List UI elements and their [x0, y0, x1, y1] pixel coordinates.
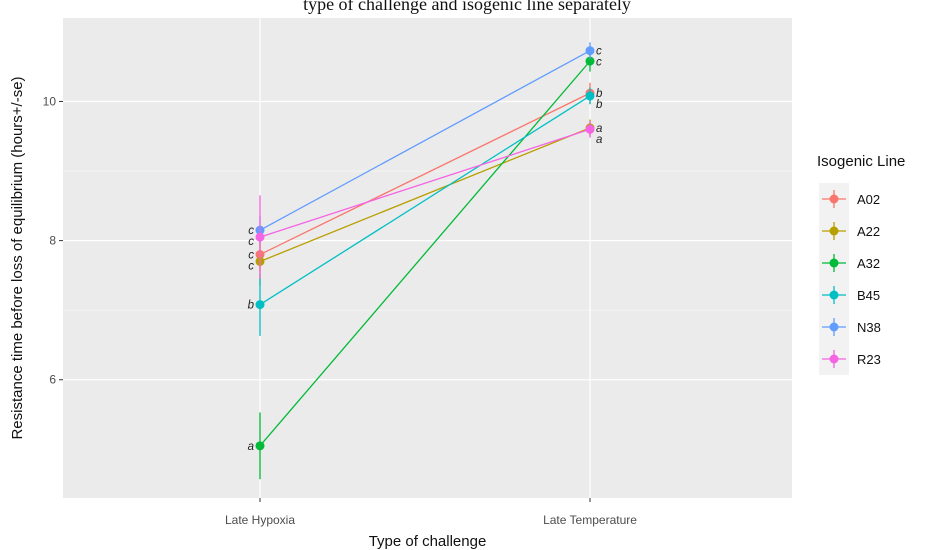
y-axis-title: Resistance time before loss of equilibri… [9, 76, 26, 439]
legend-item-A32: A32 [822, 254, 880, 272]
legend-label: A02 [857, 192, 880, 207]
series-line [259, 92, 591, 256]
x-tick-label: Late Hypoxia [225, 513, 295, 527]
x-axis-title: Type of challenge [369, 533, 487, 550]
legend-key-point [829, 322, 839, 332]
significance-letter: c [248, 236, 254, 248]
data-point [255, 300, 265, 310]
data-point [255, 232, 265, 242]
legend-item-R23: R23 [822, 350, 881, 368]
significance-letter: c [248, 250, 254, 262]
legend-item-N38: N38 [822, 318, 881, 336]
significance-letter: c [248, 261, 254, 273]
legend-item-A22: A22 [822, 222, 880, 240]
series-line [259, 128, 591, 238]
legend: Isogenic Line A02 A22 A32 B45 N38 R23 [817, 153, 905, 375]
x-tick-label: Late Temperature [543, 513, 637, 527]
legend-label: B45 [857, 288, 880, 303]
series-line [259, 127, 591, 263]
legend-key-point [829, 226, 839, 236]
legend-key-point [829, 290, 839, 300]
y-tick-label: 10 [43, 94, 57, 108]
legend-label: A32 [857, 256, 880, 271]
significance-letter: b [596, 88, 603, 100]
legend-key-point [829, 258, 839, 268]
legend-item-B45: B45 [822, 286, 880, 304]
plot-panel [63, 18, 792, 498]
axis-ticks: 6 8 10 Late Hypoxia Late Temperature [43, 94, 638, 527]
series-line [259, 50, 591, 231]
significance-letter: a [596, 123, 602, 135]
data-point [585, 124, 595, 134]
significance-letter: b [248, 300, 255, 312]
legend-label: N38 [857, 320, 881, 335]
legend-item-A02: A02 [822, 190, 880, 208]
legend-key-point [829, 354, 839, 364]
legend-key-point [829, 194, 839, 204]
series-R23 [255, 120, 595, 279]
data-point [255, 441, 265, 451]
legend-label: A22 [857, 224, 880, 239]
chart-title-fragment: type of challenge and isogenic line sepa… [303, 0, 631, 14]
significance-letter: b [596, 99, 603, 111]
series-B45 [255, 87, 595, 336]
legend-key-background [819, 183, 849, 375]
series-line [259, 95, 591, 306]
significance-letter: c [248, 225, 254, 237]
significance-letter: a [248, 441, 254, 453]
significance-letter: a [596, 134, 602, 146]
grid-lines [63, 18, 792, 498]
series-layer [255, 42, 595, 480]
data-point [585, 56, 595, 66]
y-tick-label: 6 [49, 373, 56, 387]
y-tick-label: 8 [49, 234, 56, 248]
series-line [259, 60, 591, 447]
significance-letter: c [596, 46, 602, 58]
data-point [585, 91, 595, 101]
legend-label: R23 [857, 352, 881, 367]
legend-title: Isogenic Line [817, 153, 905, 170]
significance-letter: c [596, 57, 602, 69]
data-point [585, 46, 595, 56]
